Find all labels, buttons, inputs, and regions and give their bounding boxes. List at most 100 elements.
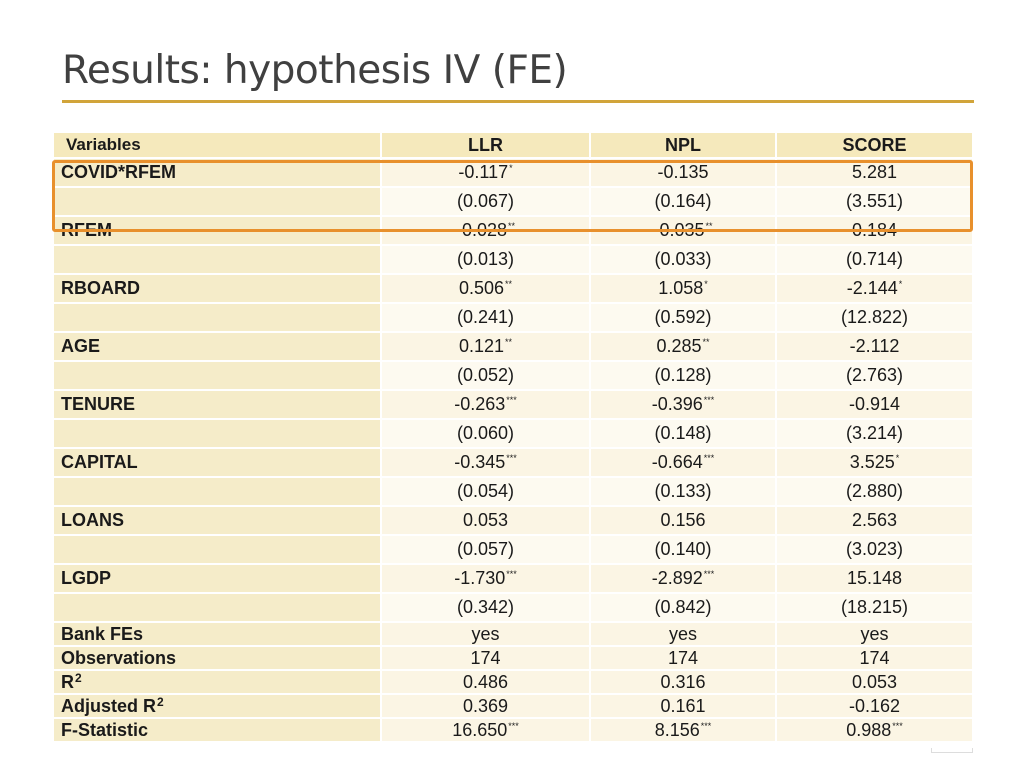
table-row: RBOARD 0.506** 1.058* -2.144* bbox=[54, 275, 972, 302]
table-cell: (2.763) bbox=[777, 362, 972, 389]
row-label bbox=[54, 478, 380, 505]
table-cell: (0.241) bbox=[382, 304, 589, 331]
cell-value: 8.156 bbox=[654, 719, 700, 740]
regression-results-table: Variables LLR NPL SCORE COVID*RFEM -0.117… bbox=[52, 131, 974, 743]
cell-value: (0.033) bbox=[654, 249, 712, 269]
table-cell: -0.263*** bbox=[382, 391, 589, 418]
cell-value: (12.822) bbox=[840, 307, 909, 327]
table-cell: (0.052) bbox=[382, 362, 589, 389]
table-cell: -1.730*** bbox=[382, 565, 589, 592]
table-cell: 0.156 bbox=[591, 507, 775, 534]
table-row: Observations 174 174 174 bbox=[54, 647, 972, 669]
table-cell: (0.033) bbox=[591, 246, 775, 273]
cell-value: -0.035 bbox=[653, 220, 705, 240]
cell-value: -0.135 bbox=[657, 162, 709, 182]
row-label-text: RBOARD bbox=[61, 278, 140, 298]
superscript: 2 bbox=[75, 670, 82, 685]
table-cell: (18.215) bbox=[777, 594, 972, 621]
table-cell: 3.525* bbox=[777, 449, 972, 476]
cell-value: (0.013) bbox=[456, 249, 515, 269]
superscript: 2 bbox=[157, 694, 164, 709]
cell-value: 174 bbox=[470, 647, 501, 668]
cell-value: 0.506 bbox=[458, 278, 505, 298]
table-cell: -0.396*** bbox=[591, 391, 775, 418]
table-cell: yes bbox=[382, 623, 589, 645]
cell-value: 174 bbox=[667, 647, 699, 668]
table-cell: 1.058* bbox=[591, 275, 775, 302]
table-cell: (2.880) bbox=[777, 478, 972, 505]
significance-stars: *** bbox=[703, 395, 715, 405]
column-header-llr: LLR bbox=[382, 133, 589, 157]
row-label-text: AGE bbox=[61, 336, 101, 356]
cell-value: (2.880) bbox=[845, 481, 904, 501]
row-label: R2 bbox=[54, 671, 380, 693]
table-row: AGE 0.121 ** 0.285** -2.112 bbox=[54, 333, 972, 360]
table-cell: 0.161 bbox=[591, 695, 775, 717]
table-cell: (0.714) bbox=[777, 246, 972, 273]
cell-value: 174 bbox=[859, 647, 890, 668]
significance-stars: *** bbox=[700, 720, 712, 731]
significance-stars: * bbox=[509, 163, 513, 173]
table-cell: 2.563 bbox=[777, 507, 972, 534]
column-header-variables: Variables bbox=[54, 133, 380, 157]
table-cell: (0.842) bbox=[591, 594, 775, 621]
table-cell: -2.112 bbox=[777, 333, 972, 360]
table-cell: (0.133) bbox=[591, 478, 775, 505]
table-cell: (0.057) bbox=[382, 536, 589, 563]
table-row: (0.052) (0.128) (2.763) bbox=[54, 362, 972, 389]
row-label-text: LGDP bbox=[61, 568, 112, 588]
cell-value: -0.263 bbox=[454, 394, 506, 414]
row-label-text: CAPITAL bbox=[61, 452, 138, 472]
table-row: Bank FEs yes yes yes bbox=[54, 623, 972, 645]
table-cell: 8.156*** bbox=[591, 719, 775, 741]
cell-value: 0.121 bbox=[458, 336, 505, 356]
table-row: R2 0.486 0.316 0.053 bbox=[54, 671, 972, 693]
significance-stars: ** bbox=[705, 221, 713, 231]
cell-value: (0.054) bbox=[456, 481, 515, 501]
row-label bbox=[54, 246, 380, 273]
cell-value: -0.162 bbox=[848, 695, 901, 716]
row-label: F-Statistic bbox=[54, 719, 380, 741]
cell-value: 0.184 bbox=[851, 220, 898, 240]
row-label-text: R bbox=[61, 671, 74, 692]
cell-value: (0.052) bbox=[456, 365, 515, 385]
table-row: F-Statistic 16.650*** 8.156*** 0.988*** bbox=[54, 719, 972, 741]
cell-value: (0.714) bbox=[845, 249, 904, 269]
table-row: (0.241) (0.592) (12.822) bbox=[54, 304, 972, 331]
cell-value: 0.486 bbox=[462, 671, 509, 692]
significance-stars: *** bbox=[506, 395, 517, 405]
cell-value: 5.281 bbox=[851, 162, 898, 182]
cell-value: -0.664 bbox=[651, 452, 703, 472]
cell-value: (0.067) bbox=[456, 191, 515, 211]
cell-value: (18.215) bbox=[840, 597, 909, 617]
cell-value: -0.396 bbox=[651, 394, 703, 414]
cell-value: 0.161 bbox=[660, 695, 706, 716]
cell-value: (0.592) bbox=[654, 307, 712, 327]
row-label: LGDP bbox=[54, 565, 380, 592]
table-row: (0.060) (0.148) (3.214) bbox=[54, 420, 972, 447]
table-cell: 15.148 bbox=[777, 565, 972, 592]
row-label: LOANS bbox=[54, 507, 380, 534]
row-label-text: LOANS bbox=[61, 510, 124, 530]
significance-stars: ** bbox=[702, 337, 710, 347]
table-cell: 174 bbox=[382, 647, 589, 669]
cell-value: -0.028 bbox=[455, 220, 508, 240]
cell-value: (3.023) bbox=[845, 539, 904, 559]
cell-value: (0.057) bbox=[456, 539, 515, 559]
significance-stars: *** bbox=[506, 569, 517, 579]
row-label bbox=[54, 536, 380, 563]
table-cell: 0.285** bbox=[591, 333, 775, 360]
significance-stars: *** bbox=[506, 453, 517, 463]
table-cell: (0.342) bbox=[382, 594, 589, 621]
cell-value: 0.285 bbox=[656, 336, 702, 356]
row-label: Adjusted R2 bbox=[54, 695, 380, 717]
table-cell: 5.281 bbox=[777, 159, 972, 186]
significance-stars: *** bbox=[892, 720, 903, 731]
table-cell: -0.028** bbox=[382, 217, 589, 244]
significance-stars: ** bbox=[508, 221, 516, 231]
row-label bbox=[54, 594, 380, 621]
table-cell: -2.144* bbox=[777, 275, 972, 302]
table-cell: 0.506** bbox=[382, 275, 589, 302]
significance-stars: *** bbox=[703, 453, 715, 463]
table-row: RFEM -0.028** -0.035** 0.184 bbox=[54, 217, 972, 244]
